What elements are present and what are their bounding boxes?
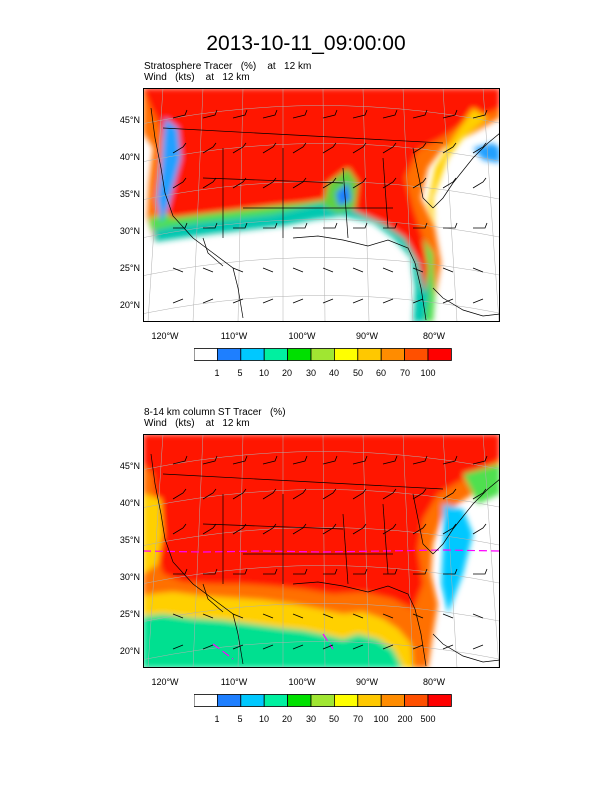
top-lat-label: 25°N <box>119 263 140 273</box>
bottom-colorbar-swatch <box>427 694 452 707</box>
bottom-colorbar-swatch <box>333 694 359 707</box>
bottom-colorbar-label: 500 <box>420 714 436 724</box>
top-colorbar-swatch <box>263 348 288 361</box>
bottom-lon-label: 80°W <box>422 677 446 687</box>
top-colorbar-swatch <box>216 348 242 361</box>
top-colorbar-label: 50 <box>352 368 363 378</box>
top-map-frame <box>143 88 500 322</box>
bottom-lat-label: 20°N <box>119 646 140 656</box>
bottom-colorbar-swatch <box>240 694 265 707</box>
bottom-colorbar-label: 30 <box>305 714 316 724</box>
bottom-colorbar-label: 5 <box>237 714 243 724</box>
top-colorbar-swatch <box>427 348 452 361</box>
top-lat-label: 30°N <box>119 226 140 236</box>
bottom-colorbar-swatch <box>194 694 218 707</box>
top-colorbar-swatch <box>287 348 312 361</box>
bottom-lat-label: 25°N <box>119 609 140 619</box>
bottom-lon-label: 90°W <box>355 677 379 687</box>
bottom-colorbar-label: 100 <box>373 714 389 724</box>
top-map <box>143 88 500 322</box>
bottom-lat-label: 30°N <box>119 572 140 582</box>
top-lon-label: 100°W <box>288 331 316 341</box>
bottom-colorbar-label: 200 <box>397 714 413 724</box>
top-colorbar-label: 100 <box>420 368 436 378</box>
top-subtitle-line2: Wind (kts) at 12 km <box>144 72 250 83</box>
bottom-map-frame <box>143 434 500 668</box>
bottom-colorbar-swatch <box>404 694 429 707</box>
top-tracer-field <box>143 88 500 322</box>
top-lon-label: 90°W <box>355 331 379 341</box>
top-colorbar-swatch <box>357 348 382 361</box>
bottom-colorbar-swatch <box>263 694 288 707</box>
top-colorbar-label: 70 <box>399 368 410 378</box>
bottom-colorbar-label: 10 <box>258 714 269 724</box>
top-colorbar-swatch <box>310 348 335 361</box>
top-colorbar-swatch <box>240 348 265 361</box>
top-colorbar-label: 10 <box>258 368 269 378</box>
bottom-colorbar-label: 50 <box>328 714 339 724</box>
top-colorbar-label: 20 <box>281 368 292 378</box>
top-lon-label: 120°W <box>151 331 179 341</box>
top-colorbar-label: 1 <box>214 368 220 378</box>
top-colorbar-swatch <box>194 348 218 361</box>
top-wind-barbs <box>172 109 488 304</box>
bottom-colorbar-swatch <box>357 694 382 707</box>
top-lat-label: 45°N <box>119 115 140 125</box>
bottom-colorbar-label: 70 <box>352 714 363 724</box>
bottom-subtitle-line1: 8-14 km column ST Tracer (%) <box>144 407 286 418</box>
bottom-colorbar-swatch <box>287 694 312 707</box>
bottom-subtitle-line2: Wind (kts) at 12 km <box>144 418 250 429</box>
top-subtitle-line1: Stratosphere Tracer (%) at 12 km <box>144 61 312 72</box>
top-colorbar <box>194 348 452 361</box>
top-lat-label: 40°N <box>119 152 140 162</box>
bottom-lon-label: 120°W <box>151 677 179 687</box>
bottom-colorbar-label: 20 <box>281 714 292 724</box>
top-lat-label: 20°N <box>119 300 140 310</box>
top-coastlines <box>150 107 500 321</box>
bottom-map <box>143 434 500 668</box>
top-lon-label: 110°W <box>220 331 248 341</box>
bottom-lon-label: 110°W <box>220 677 248 687</box>
top-colorbar-swatch <box>333 348 359 361</box>
bottom-lon-label: 100°W <box>288 677 316 687</box>
bottom-colorbar <box>194 694 452 707</box>
top-colorbar-label: 40 <box>328 368 339 378</box>
bottom-wind-barbs <box>172 455 488 650</box>
top-lon-label: 80°W <box>422 331 446 341</box>
bottom-lat-label: 35°N <box>119 535 140 545</box>
bottom-magenta-contour <box>143 549 500 660</box>
top-lat-label: 35°N <box>119 189 140 199</box>
bottom-colorbar-swatch <box>380 694 405 707</box>
bottom-colorbar-label: 1 <box>214 714 220 724</box>
bottom-coastlines <box>150 453 500 667</box>
main-title: 2013-10-11_09:00:00 <box>206 32 406 55</box>
top-colorbar-label: 60 <box>375 368 386 378</box>
top-colorbar-swatch <box>404 348 429 361</box>
bottom-colorbar-swatch <box>216 694 242 707</box>
bottom-lat-label: 40°N <box>119 498 140 508</box>
top-colorbar-label: 5 <box>237 368 243 378</box>
bottom-lat-label: 45°N <box>119 461 140 471</box>
bottom-colorbar-swatch <box>310 694 335 707</box>
top-colorbar-swatch <box>380 348 405 361</box>
top-colorbar-label: 30 <box>305 368 316 378</box>
